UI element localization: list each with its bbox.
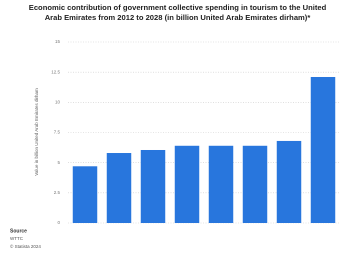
y-tick-label: 0 [57,220,60,225]
bar [276,140,302,223]
bar [242,145,268,223]
bar [310,76,336,223]
bar [140,149,166,223]
y-tick-label: 2.5 [54,190,61,195]
chart-title: Economic contribution of government coll… [28,3,327,22]
y-tick-label: 5 [57,160,60,165]
y-tick-label: 15 [55,39,61,44]
y-tick-label: 10 [55,100,61,105]
bar [174,145,200,223]
bar [72,166,98,223]
y-tick-label: 7.5 [54,130,61,135]
copyright: © Statista 2024 [10,243,41,249]
bar [208,145,234,223]
y-tick-label: 12.5 [51,69,60,74]
title-box: Economic contribution of government coll… [28,3,327,22]
bar [106,153,132,223]
y-axis-label: Value in billion United Arab Emirates di… [34,88,39,176]
source-label: Source [10,228,27,234]
source: WTTC [10,236,24,241]
